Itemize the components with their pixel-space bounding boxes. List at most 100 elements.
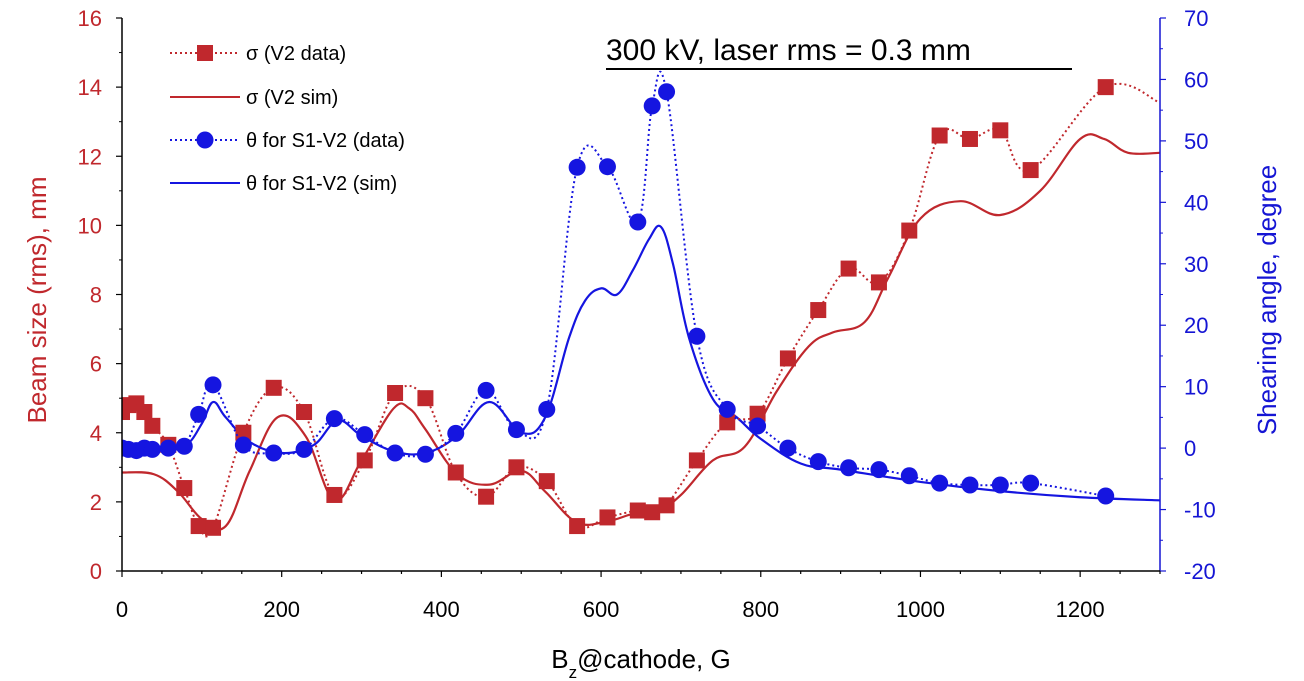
theta-data-point	[900, 467, 918, 485]
theta-data-point	[190, 405, 208, 423]
chart-annotation: 300 kV, laser rms = 0.3 mm	[606, 34, 971, 67]
sigma-data-point	[870, 274, 887, 291]
y-right-tick-label: 50	[1184, 129, 1208, 154]
sigma-data-point	[356, 452, 373, 469]
sigma-data-point	[447, 464, 464, 481]
sigma-data-point	[1097, 79, 1114, 96]
sigma-data-point	[644, 504, 661, 521]
legend: σ (V2 data) σ (V2 sim) θ for S1-V2 (data) θ…	[170, 43, 405, 195]
theta-data-point	[991, 476, 1009, 494]
x-tick-label: 1000	[896, 597, 945, 622]
sigma-data-point	[190, 518, 207, 535]
theta-data-point	[416, 445, 434, 463]
x-tick-label: 800	[742, 597, 779, 622]
sigma-data-point	[599, 509, 616, 526]
sigma-data-point	[810, 302, 827, 319]
sigma-data-point	[779, 350, 796, 367]
theta-data-point	[931, 474, 949, 492]
y-right-tick-label: 10	[1184, 375, 1208, 400]
sigma-data-point	[629, 502, 646, 519]
sigma-data-point	[136, 404, 153, 421]
x-tick-label: 200	[263, 597, 300, 622]
sigma-data-point	[931, 127, 948, 144]
x-tick-label: 400	[423, 597, 460, 622]
sigma-data-point	[749, 405, 766, 422]
y-right-tick-label: -20	[1184, 559, 1216, 584]
sigma-data-point	[387, 385, 404, 402]
x-tick-label: 0	[116, 597, 128, 622]
sigma-data-point	[478, 488, 495, 505]
x-axis-title: Bz@cathode, G	[551, 644, 730, 681]
theta-data-point	[538, 400, 556, 418]
theta-data-point	[749, 417, 767, 435]
theta-data-point	[718, 400, 736, 418]
sigma-data-point	[961, 130, 978, 147]
theta-data-point	[143, 440, 161, 458]
y-right-tick-label: 0	[1184, 436, 1196, 461]
sigma-data-point	[265, 379, 282, 396]
theta-data-point	[204, 376, 222, 394]
y-right-tick-label: 20	[1184, 313, 1208, 338]
y-left-tick-label: 4	[90, 421, 102, 446]
sigma-data-point	[296, 404, 313, 421]
theta-data-point	[629, 213, 647, 231]
theta-data-point	[265, 444, 283, 462]
sigma-data-point	[901, 222, 918, 239]
legend-label: σ (V2 data)	[246, 43, 346, 65]
sigma-data-point	[417, 390, 434, 407]
y-left-tick-label: 10	[78, 213, 102, 238]
sigma-data-point	[992, 122, 1009, 139]
y-left-tick-label: 8	[90, 283, 102, 308]
theta-data-point	[568, 158, 586, 176]
theta-data-point	[598, 158, 616, 176]
theta-data-point	[961, 476, 979, 494]
theta-data-point	[356, 426, 374, 444]
sigma-data-point	[719, 414, 736, 431]
sigma-data-point	[326, 486, 343, 503]
y-left-tick-label: 14	[78, 75, 102, 100]
theta-data-point	[658, 83, 676, 101]
theta-data-point	[175, 437, 193, 455]
sigma-data-point	[144, 417, 161, 434]
legend-swatch-marker	[197, 45, 213, 61]
ticks: 0 2 4 6 8 10 12 14 16 -20 -10 0 10 20 30 40 50 60 70 0 200 40…	[78, 6, 1216, 622]
sigma-data-point	[658, 497, 675, 514]
sigma-data-point	[508, 459, 525, 476]
y-right-tick-label: -10	[1184, 498, 1216, 523]
legend-label: θ for S1-V2 (sim)	[246, 173, 397, 195]
y-right-tick-label: 70	[1184, 6, 1208, 31]
y-left-tick-label: 16	[78, 6, 102, 31]
sigma-data-point	[688, 452, 705, 469]
x-tick-label: 1200	[1056, 597, 1105, 622]
theta-data-point	[840, 459, 858, 477]
sigma-data-point	[1022, 162, 1039, 179]
y-left-tick-label: 2	[90, 490, 102, 515]
y-left-tick-label: 0	[90, 559, 102, 584]
sigma-data-point	[840, 260, 857, 277]
theta-data-point	[159, 439, 177, 457]
sigma-data-point	[176, 480, 193, 497]
sigma-data-point	[205, 519, 222, 536]
theta-data-point	[325, 410, 343, 428]
theta-data-point	[1022, 474, 1040, 492]
theta-data-point	[779, 439, 797, 457]
theta-data-point	[507, 421, 525, 439]
y-right-tick-label: 60	[1184, 67, 1208, 92]
theta-data-point	[643, 97, 661, 115]
sigma-data-point	[538, 473, 555, 490]
theta-data-point	[688, 327, 706, 345]
sigma-data-point	[569, 518, 586, 535]
theta-data-point	[386, 444, 404, 462]
theta-data-point	[477, 381, 495, 399]
x-tick-label: 600	[583, 597, 620, 622]
y-right-tick-label: 40	[1184, 190, 1208, 215]
theta-data-point	[809, 453, 827, 471]
legend-label: θ for S1-V2 (data)	[246, 130, 405, 152]
theta-data-point	[870, 461, 888, 479]
y-axis-left-title: Beam size (rms), mm	[22, 177, 52, 424]
theta-data-point	[234, 436, 252, 454]
theta-data-point	[447, 424, 465, 442]
y-left-tick-label: 12	[78, 144, 102, 169]
plot-series	[122, 71, 1160, 538]
